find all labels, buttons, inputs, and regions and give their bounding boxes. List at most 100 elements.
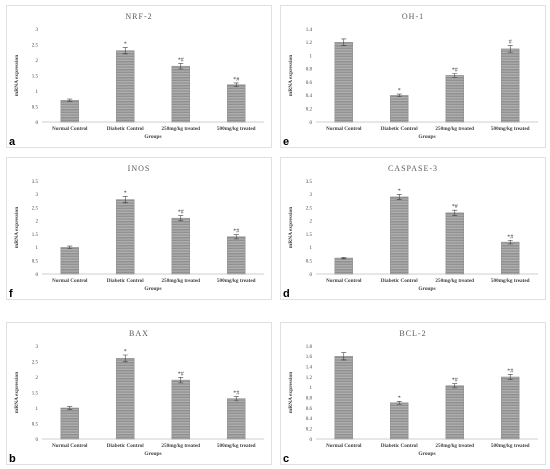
y-tick-label: 1.5 [32, 74, 39, 79]
category-label: Normal Control [52, 278, 88, 284]
y-tick-label: 2.5 [32, 43, 39, 48]
y-tick-label: 3 [36, 28, 39, 33]
bar [501, 376, 520, 440]
chart-frame [6, 5, 272, 148]
x-axis-title: Groups [418, 286, 435, 292]
category-label: Normal Control [52, 443, 88, 449]
chart-panel-oh1: OH-1 0 0.2 0.4 0.6 0.8 1 1.2 1.4 mRNA expression N… [280, 5, 546, 148]
chart-title: INOS [128, 164, 151, 173]
y-tick-label: 0 [36, 273, 39, 278]
panel-letter: f [9, 288, 13, 300]
error-bar [122, 47, 128, 55]
category-label: 250mg/kg treated [161, 443, 200, 449]
significance-label: *# [507, 368, 513, 374]
category-label: Diabetic Control [381, 126, 418, 132]
y-axis-title: mRNA expression [288, 207, 294, 248]
y-axis-title: mRNA expression [14, 372, 20, 413]
panel-letter: c [283, 453, 289, 465]
bar [445, 385, 464, 440]
x-axis-title: Groups [418, 134, 435, 140]
bar [171, 379, 190, 440]
category-label: Normal Control [326, 278, 362, 284]
significance-label: * [124, 349, 127, 355]
y-tick-label: 0 [310, 273, 313, 278]
significance-label: *# [452, 204, 458, 210]
category-label: Normal Control [52, 126, 88, 132]
y-tick-label: 3.5 [32, 180, 39, 185]
error-bar [67, 406, 73, 410]
category-label: Diabetic Control [381, 278, 418, 284]
bar [501, 48, 520, 123]
category-label: Diabetic Control [107, 278, 144, 284]
y-tick-label: 0.4 [306, 417, 313, 422]
significance-label: *# [178, 371, 184, 377]
error-bar [178, 215, 184, 222]
y-tick-label: 1.5 [32, 391, 39, 396]
y-tick-label: 1 [36, 246, 39, 251]
error-bar [67, 98, 73, 102]
bar [390, 196, 409, 275]
bar [334, 42, 353, 123]
y-tick-label: 2.5 [32, 360, 39, 365]
y-tick-label: 1 [310, 246, 313, 251]
error-bar [452, 383, 458, 389]
bar [60, 247, 79, 275]
bar [334, 257, 353, 275]
panel-letter: b [9, 453, 16, 465]
error-bar [341, 256, 347, 260]
chart-svg: OH-1 0 0.2 0.4 0.6 0.8 1 1.2 1.4 mRNA expression N… [280, 5, 546, 148]
y-tick-label: 0.5 [32, 422, 39, 427]
y-tick-label: 1 [36, 407, 39, 412]
y-tick-label: 1.2 [306, 376, 313, 381]
error-bar [178, 377, 184, 384]
y-tick-label: 0.8 [306, 68, 313, 73]
y-tick-label: 0.4 [306, 94, 313, 99]
y-tick-label: 1 [310, 386, 313, 391]
error-bar [507, 239, 513, 245]
bar [227, 398, 246, 440]
category-label: 250mg/kg treated [435, 126, 474, 132]
y-tick-label: 1.6 [306, 355, 313, 360]
y-tick-label: 3 [36, 193, 39, 198]
significance-label: *# [178, 210, 184, 216]
error-bar [507, 374, 513, 380]
chart-svg: BCL-2 0 0.2 0.4 0.6 0.8 1 1.2 1.4 1.6 1.8 mRNA expr… [280, 322, 546, 465]
y-tick-label: 1.4 [306, 365, 313, 370]
y-tick-label: 2.5 [32, 206, 39, 211]
chart-frame [6, 157, 272, 300]
error-bar [178, 63, 184, 70]
y-tick-label: 0.6 [306, 81, 313, 86]
y-tick-label: 1.5 [306, 233, 313, 238]
error-bar [452, 209, 458, 216]
y-tick-label: 1.4 [306, 28, 313, 33]
chart-svg: CASPASE-3 0 0.5 1 1.5 2 2.5 3 3.5 mRNA expression… [280, 157, 546, 300]
category-label: Normal Control [326, 443, 362, 449]
category-label: Diabetic Control [107, 126, 144, 132]
panel-letter: a [9, 136, 16, 148]
significance-label: *# [233, 229, 239, 235]
error-bar [396, 93, 402, 98]
significance-label: * [398, 188, 401, 194]
y-tick-label: 1.5 [32, 233, 39, 238]
significance-label: * [398, 395, 401, 401]
chart-panel-bax: BAX 0 0.5 1 1.5 2 2.5 3 mRNA expression Normal Co… [6, 322, 272, 465]
chart-title: BAX [129, 329, 149, 338]
chart-panel-inos: INOS 0 0.5 1 1.5 2 2.5 3 3.5 mRNA expression Norma… [6, 157, 272, 300]
error-bar [341, 38, 347, 46]
bar [116, 358, 135, 440]
y-tick-label: 0.5 [32, 260, 39, 265]
y-axis-title: mRNA expression [288, 55, 294, 96]
y-tick-label: 1.8 [306, 345, 313, 350]
category-label: 250mg/kg treated [161, 126, 200, 132]
significance-label: *# [452, 378, 458, 384]
x-axis-title: Groups [418, 451, 435, 457]
chart-svg: INOS 0 0.5 1 1.5 2 2.5 3 3.5 mRNA expression Norma… [6, 157, 272, 300]
significance-label: * [124, 42, 127, 48]
y-tick-label: 2 [36, 59, 39, 64]
y-tick-label: 0 [310, 438, 313, 443]
chart-frame [6, 322, 272, 465]
bar [390, 95, 409, 123]
significance-label: *# [233, 77, 239, 83]
category-label: Normal Control [326, 126, 362, 132]
category-label: 500mg/kg treated [217, 443, 256, 449]
